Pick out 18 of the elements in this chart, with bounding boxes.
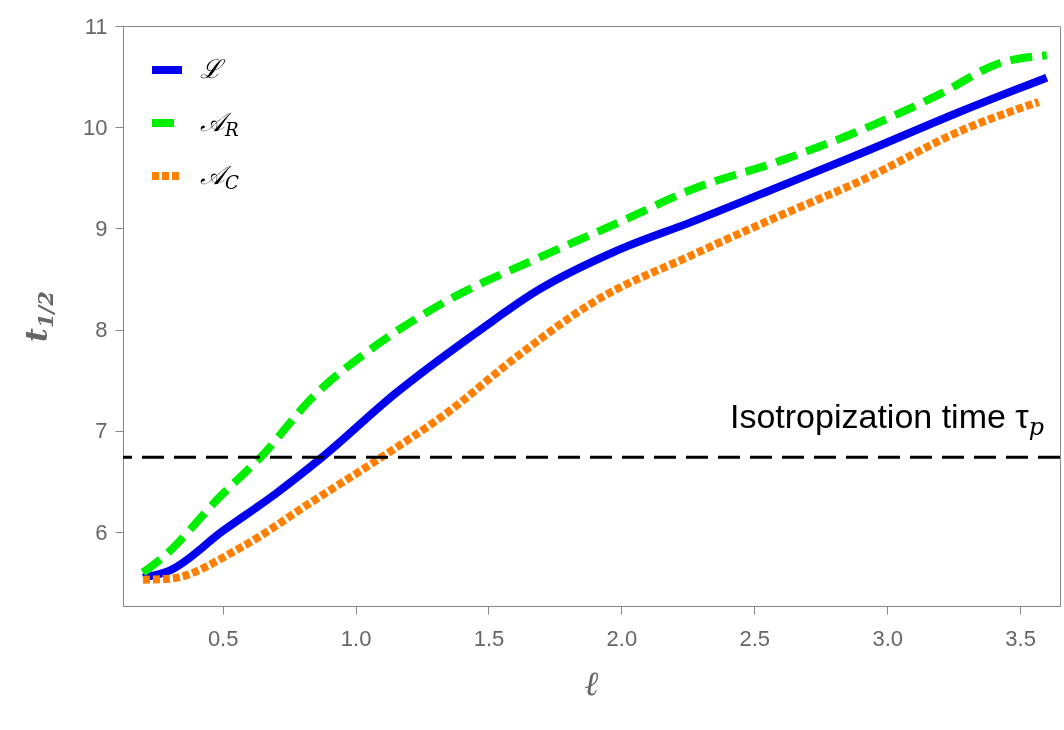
x-tick-label: 2.0 [606, 625, 638, 651]
legend-label: 𝒜$_{R}$ [200, 107, 239, 141]
y-tick-label: 9 [95, 215, 108, 241]
y-tick-label: 8 [95, 317, 108, 343]
legend-label: 𝒜$_{C}$ [200, 160, 239, 194]
y-tick-label: 10 [83, 114, 108, 140]
legend-label: ℒ [200, 54, 226, 84]
x-axis-title: ℓ [584, 662, 600, 703]
y-tick-label: 6 [95, 519, 108, 545]
ref-line-label: Isotropization time τ$_{p}$ [729, 397, 1044, 442]
y-tick-label: 7 [95, 418, 108, 444]
x-tick-label: 2.5 [739, 625, 771, 651]
x-tick-label: 1.5 [473, 625, 505, 651]
x-tick-label: 0.5 [207, 625, 239, 651]
y-tick-label: 11 [84, 13, 108, 39]
x-tick-label: 3.5 [1005, 625, 1036, 651]
x-tick-label: 3.0 [872, 625, 904, 651]
x-tick-label: 1.0 [340, 625, 372, 651]
